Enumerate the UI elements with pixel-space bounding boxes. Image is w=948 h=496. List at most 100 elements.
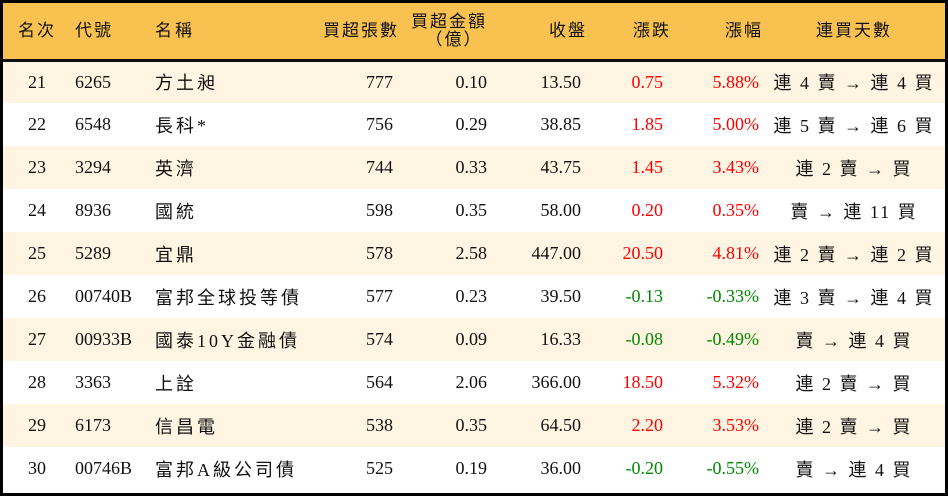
close-cell: 38.85 xyxy=(540,114,582,134)
lots-cell: 744 xyxy=(366,157,393,177)
lots-cell: 538 xyxy=(366,415,393,435)
lots-cell: 574 xyxy=(366,329,393,349)
pct-cell: 3.53% xyxy=(712,415,760,435)
lots-cell: 777 xyxy=(366,71,393,92)
close-cell: 39.50 xyxy=(540,286,582,306)
streak-cell: 連 2 賣 → 連 2 買 xyxy=(773,244,935,265)
streak-cell: 賣 → 連 4 買 xyxy=(795,330,913,351)
lots-cell: 577 xyxy=(366,286,393,306)
table-row: 22 6548 長科* 756 0.29 38.85 1.85 5.00% 連 5 賣 → 連 … xyxy=(3,103,945,146)
rank-cell: 29 xyxy=(28,415,46,435)
name-cell: 英濟 xyxy=(155,158,197,179)
code-cell: 3363 xyxy=(75,372,111,392)
pct-cell: 3.43% xyxy=(712,157,760,177)
streak-cell: 連 2 賣 → 買 xyxy=(795,416,913,437)
name-cell: 富邦全球投等債 xyxy=(155,287,302,308)
pct-cell: 5.32% xyxy=(712,372,760,392)
name-cell: 國泰10Y金融債 xyxy=(155,330,300,351)
streak-cell: 連 2 賣 → 買 xyxy=(795,158,913,179)
change-cell: 20.50 xyxy=(622,243,664,263)
table-row: 28 3363 上詮 564 2.06 366.00 18.50 5.32% 連 2 賣 → 買 xyxy=(3,361,945,404)
table-body: 21 6265 方土昶 777 0.10 13.50 0.75 5.88% 連 4 賣 → 連 … xyxy=(3,60,945,490)
table-row: 26 00740B 富邦全球投等債 577 0.23 39.50 -0.13 -0.33% 連 … xyxy=(3,275,945,318)
name-cell: 方土昶 xyxy=(155,73,218,94)
amount-cell: 0.29 xyxy=(455,114,488,134)
change-cell: 0.75 xyxy=(631,71,664,92)
close-cell: 447.00 xyxy=(531,243,582,263)
header-amount-line1: 買超金額 xyxy=(411,11,487,31)
pct-cell: 5.00% xyxy=(712,114,760,134)
name-cell: 信昌電 xyxy=(155,416,218,437)
change-cell: 1.45 xyxy=(631,157,664,177)
header-name: 名稱 xyxy=(155,20,195,40)
code-cell: 6173 xyxy=(75,415,111,435)
change-cell: 0.20 xyxy=(631,200,664,220)
code-cell: 00740B xyxy=(75,286,133,306)
rank-cell: 24 xyxy=(28,200,46,220)
rank-cell: 27 xyxy=(28,329,46,349)
rank-cell: 23 xyxy=(28,157,46,177)
net-buy-ranking-table: 名次 代號 名稱 買超張數 買超金額 （億） 收盤 漲跌 漲幅 連買天數 21 6… xyxy=(3,3,945,490)
pct-cell: 5.88% xyxy=(712,71,760,92)
pct-cell: 4.81% xyxy=(712,243,760,263)
table-row: 27 00933B 國泰10Y金融債 574 0.09 16.33 -0.08 -0.49% 賣… xyxy=(3,318,945,361)
amount-cell: 0.35 xyxy=(455,415,488,435)
change-cell: -0.08 xyxy=(625,329,664,349)
header-lots: 買超張數 xyxy=(323,20,399,40)
amount-cell: 0.09 xyxy=(455,329,488,349)
close-cell: 36.00 xyxy=(540,458,582,478)
lots-cell: 756 xyxy=(366,114,393,134)
amount-cell: 0.23 xyxy=(455,286,488,306)
lots-cell: 525 xyxy=(366,458,393,478)
header-streak: 連買天數 xyxy=(816,20,892,40)
header-close: 收盤 xyxy=(549,20,587,40)
table-row: 29 6173 信昌電 538 0.35 64.50 2.20 3.53% 連 2 賣 → 買 xyxy=(3,404,945,447)
header-rank: 名次 xyxy=(18,20,56,40)
pct-cell: -0.49% xyxy=(706,329,760,349)
code-cell: 00746B xyxy=(75,458,133,478)
table-row: 21 6265 方土昶 777 0.10 13.50 0.75 5.88% 連 4 賣 → 連 … xyxy=(3,60,945,103)
streak-cell: 賣 → 連 11 買 xyxy=(790,201,918,222)
pct-cell: -0.33% xyxy=(706,286,760,306)
code-cell: 3294 xyxy=(75,157,111,177)
amount-cell: 0.19 xyxy=(455,458,488,478)
streak-cell: 連 3 賣 → 連 4 買 xyxy=(773,287,935,308)
header-pct: 漲幅 xyxy=(725,20,763,40)
lots-cell: 578 xyxy=(366,243,393,263)
code-cell: 00933B xyxy=(75,329,133,349)
header-amount-line2: （億） xyxy=(425,29,483,49)
streak-cell: 連 5 賣 → 連 6 買 xyxy=(773,115,935,136)
change-cell: -0.13 xyxy=(625,286,664,306)
streak-cell: 連 4 賣 → 連 4 買 xyxy=(773,73,935,94)
code-cell: 8936 xyxy=(75,200,111,220)
change-cell: 1.85 xyxy=(631,114,664,134)
amount-cell: 2.58 xyxy=(455,243,488,263)
name-cell: 長科* xyxy=(155,115,209,136)
header-amount: 買超金額 （億） xyxy=(399,3,493,60)
close-cell: 366.00 xyxy=(531,372,582,392)
lots-cell: 598 xyxy=(366,200,393,220)
code-cell: 6265 xyxy=(75,71,111,92)
header-code: 代號 xyxy=(75,20,113,40)
close-cell: 13.50 xyxy=(540,71,582,92)
amount-cell: 0.10 xyxy=(455,71,488,92)
change-cell: 18.50 xyxy=(622,372,664,392)
rank-cell: 21 xyxy=(28,71,46,92)
amount-cell: 0.35 xyxy=(455,200,488,220)
table-row: 23 3294 英濟 744 0.33 43.75 1.45 3.43% 連 2 賣 → 買 xyxy=(3,146,945,189)
rank-cell: 25 xyxy=(28,243,46,263)
rank-cell: 30 xyxy=(28,458,46,478)
code-cell: 6548 xyxy=(75,114,111,134)
code-cell: 5289 xyxy=(75,243,111,263)
lots-cell: 564 xyxy=(366,372,393,392)
streak-cell: 連 2 賣 → 買 xyxy=(795,373,913,394)
close-cell: 64.50 xyxy=(540,415,582,435)
change-cell: -0.20 xyxy=(625,458,664,478)
table-row: 30 00746B 富邦A級公司債 525 0.19 36.00 -0.20 -0.55% 賣 … xyxy=(3,447,945,490)
table-header-row: 名次 代號 名稱 買超張數 買超金額 （億） 收盤 漲跌 漲幅 連買天數 xyxy=(3,3,945,60)
streak-cell: 賣 → 連 4 買 xyxy=(795,459,913,480)
name-cell: 宜鼎 xyxy=(155,244,197,265)
change-cell: 2.20 xyxy=(631,415,664,435)
pct-cell: -0.55% xyxy=(706,458,760,478)
